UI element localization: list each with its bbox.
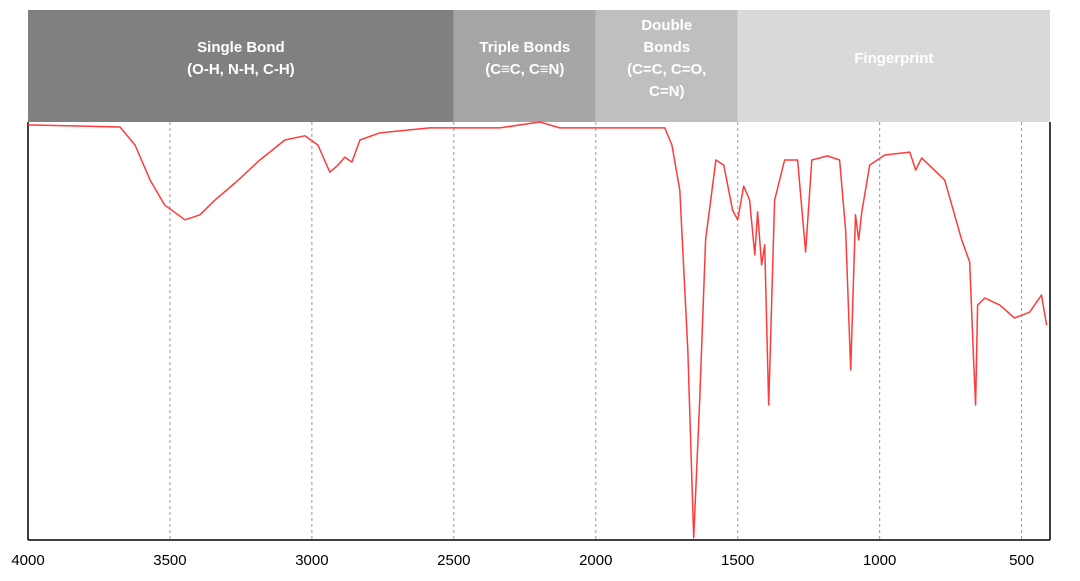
x-tick-label: 1000	[863, 552, 896, 569]
x-tick-label: 4000	[11, 552, 44, 569]
x-tick-label: 2000	[579, 552, 612, 569]
region-band	[453, 10, 596, 122]
x-tick-label: 2500	[437, 552, 470, 569]
region-label: Double	[641, 17, 692, 34]
spectrum-line	[27, 121, 1048, 539]
region-label: Single Bond	[197, 39, 285, 56]
region-label: (C≡C, C≡N)	[485, 61, 564, 78]
region-label: C=N)	[649, 83, 684, 100]
x-tick-label: 3000	[295, 552, 328, 569]
region-label: Bonds	[643, 39, 690, 56]
region-label: Triple Bonds	[479, 39, 570, 56]
region-label: (C=C, C=O,	[627, 61, 706, 78]
x-tick-label: 500	[1009, 552, 1034, 569]
region-band	[28, 10, 454, 122]
x-tick-label: 1500	[721, 552, 754, 569]
region-band	[737, 10, 1050, 122]
x-tick-label: 3500	[153, 552, 186, 569]
region-band	[595, 10, 738, 122]
region-label: Fingerprint	[854, 50, 933, 67]
region-label: (O-H, N-H, C-H)	[187, 61, 294, 78]
